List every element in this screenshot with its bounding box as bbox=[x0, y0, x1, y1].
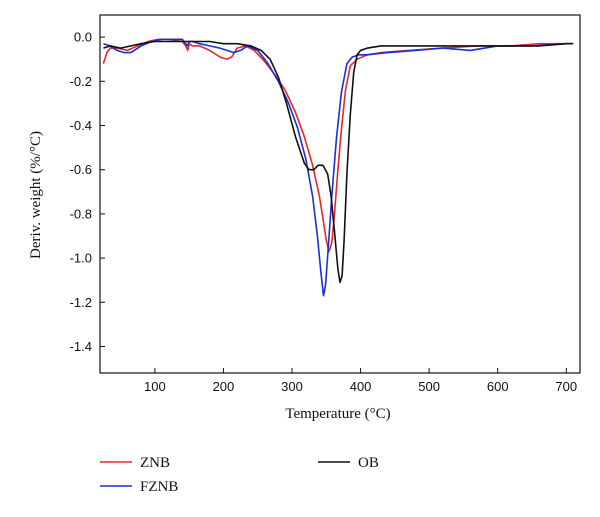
series-line-ob bbox=[103, 40, 574, 284]
y-axis-title: Deriv. weight (%/°C) bbox=[28, 131, 44, 259]
x-tick-label: 600 bbox=[487, 379, 509, 394]
legend-label-fznb: FZNB bbox=[140, 479, 178, 495]
legend-label-ob: OB bbox=[358, 455, 379, 471]
y-tick-label: -1.2 bbox=[70, 295, 92, 310]
y-tick-label: -1.4 bbox=[70, 339, 92, 354]
axis-ticks: 100 200 300 400 500 600 700 0.0 -0.2 -0.4 -0.6 -0.8… bbox=[70, 30, 578, 394]
plot-frame bbox=[99, 14, 581, 374]
y-tick-label: -0.6 bbox=[70, 162, 92, 177]
y-tick-label: -1.0 bbox=[70, 251, 92, 266]
legend: ZNB FZNB OB bbox=[100, 455, 379, 495]
x-tick-label: 100 bbox=[144, 379, 166, 394]
legend-label-znb: ZNB bbox=[140, 455, 170, 471]
x-tick-label: 700 bbox=[555, 379, 577, 394]
x-tick-label: 400 bbox=[350, 379, 372, 394]
x-tick-label: 200 bbox=[213, 379, 235, 394]
series-line-znb bbox=[102, 38, 574, 253]
x-axis-title: Temperature (°C) bbox=[285, 406, 390, 422]
x-tick-label: 300 bbox=[281, 379, 303, 394]
y-tick-label: -0.2 bbox=[70, 74, 92, 89]
y-tick-label: 0.0 bbox=[74, 30, 92, 45]
y-tick-label: -0.8 bbox=[70, 206, 92, 221]
series-lines bbox=[102, 38, 574, 297]
y-tick-label: -0.4 bbox=[70, 118, 92, 133]
x-tick-label: 500 bbox=[418, 379, 440, 394]
